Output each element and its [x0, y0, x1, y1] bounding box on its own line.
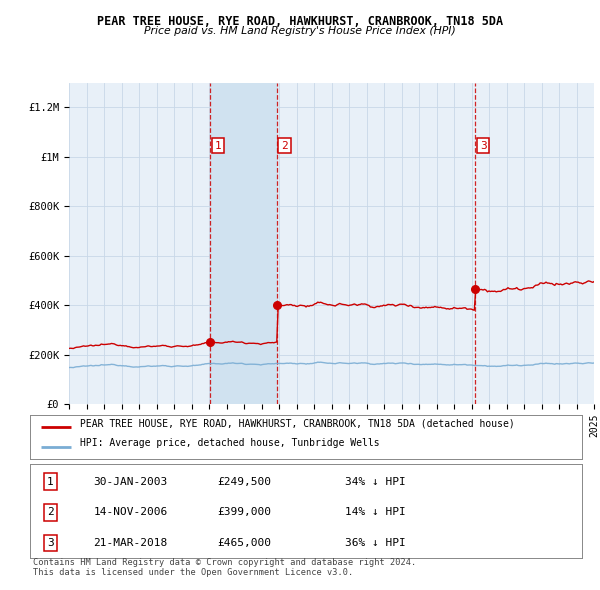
Text: 1: 1 [47, 477, 54, 487]
Text: 21-MAR-2018: 21-MAR-2018 [94, 538, 168, 548]
Text: PEAR TREE HOUSE, RYE ROAD, HAWKHURST, CRANBROOK, TN18 5DA: PEAR TREE HOUSE, RYE ROAD, HAWKHURST, CR… [97, 15, 503, 28]
Text: 36% ↓ HPI: 36% ↓ HPI [344, 538, 406, 548]
Text: 2: 2 [281, 140, 288, 150]
Text: £465,000: £465,000 [218, 538, 272, 548]
Text: 34% ↓ HPI: 34% ↓ HPI [344, 477, 406, 487]
Text: Contains HM Land Registry data © Crown copyright and database right 2024.: Contains HM Land Registry data © Crown c… [33, 558, 416, 567]
Text: PEAR TREE HOUSE, RYE ROAD, HAWKHURST, CRANBROOK, TN18 5DA (detached house): PEAR TREE HOUSE, RYE ROAD, HAWKHURST, CR… [80, 418, 514, 428]
Text: This data is licensed under the Open Government Licence v3.0.: This data is licensed under the Open Gov… [33, 568, 353, 576]
Text: 14% ↓ HPI: 14% ↓ HPI [344, 507, 406, 517]
Text: 2: 2 [47, 507, 54, 517]
Text: HPI: Average price, detached house, Tunbridge Wells: HPI: Average price, detached house, Tunb… [80, 438, 379, 448]
Bar [211, 83, 277, 404]
Text: £249,500: £249,500 [218, 477, 272, 487]
Text: 30-JAN-2003: 30-JAN-2003 [94, 477, 168, 487]
Text: 3: 3 [47, 538, 54, 548]
Text: 14-NOV-2006: 14-NOV-2006 [94, 507, 168, 517]
Text: 1: 1 [215, 140, 221, 150]
Text: 3: 3 [480, 140, 487, 150]
Text: £399,000: £399,000 [218, 507, 272, 517]
Text: Price paid vs. HM Land Registry's House Price Index (HPI): Price paid vs. HM Land Registry's House … [144, 26, 456, 36]
